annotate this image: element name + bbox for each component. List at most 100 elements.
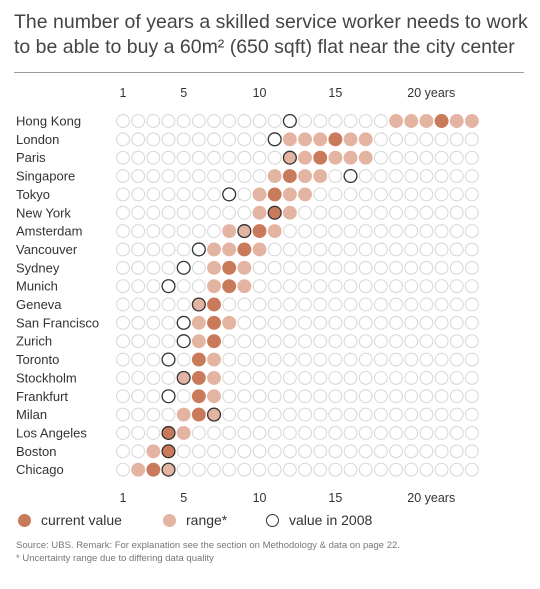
- empty-dot: [419, 352, 434, 367]
- empty-dot: [328, 370, 343, 385]
- value-2008-marker: [282, 150, 297, 165]
- empty-dot: [252, 462, 267, 477]
- empty-dot: [207, 205, 221, 220]
- empty-dot: [191, 114, 206, 128]
- empty-dot: [434, 315, 449, 330]
- empty-dot: [282, 444, 297, 459]
- empty-dot: [282, 389, 297, 404]
- empty-dot: [419, 224, 434, 239]
- empty-dot: [252, 132, 267, 147]
- source-note: Source: UBS. Remark: For explanation see…: [16, 540, 526, 565]
- empty-dot: [358, 426, 373, 440]
- empty-dot: [464, 205, 479, 220]
- empty-dot: [373, 389, 388, 404]
- empty-dot: [449, 370, 464, 385]
- empty-dot: [389, 315, 404, 330]
- current-value-dot: [222, 260, 237, 275]
- empty-dot: [146, 260, 161, 275]
- empty-dot: [343, 114, 358, 128]
- city-label: Los Angeles: [16, 425, 87, 440]
- empty-dot: [358, 370, 373, 385]
- empty-dot: [358, 297, 373, 312]
- empty-dot: [313, 224, 328, 239]
- empty-dot: [282, 279, 297, 294]
- empty-dot: [131, 352, 146, 367]
- empty-dot: [434, 352, 449, 367]
- current-value-dot: [282, 169, 297, 184]
- empty-dot: [161, 334, 176, 349]
- empty-dot: [328, 169, 343, 184]
- empty-dot: [328, 462, 343, 477]
- empty-dot: [282, 297, 297, 312]
- empty-dot: [358, 334, 373, 349]
- empty-dot: [389, 444, 404, 459]
- empty-dot: [222, 407, 237, 422]
- empty-dot: [328, 389, 343, 404]
- top-tick-label: 20 years: [407, 86, 455, 100]
- current-value-dot: [207, 297, 221, 312]
- empty-dot: [434, 389, 449, 404]
- empty-dot: [191, 132, 206, 147]
- legend-2008-dot: [266, 513, 279, 527]
- empty-dot: [389, 297, 404, 312]
- empty-dot: [313, 205, 328, 220]
- empty-dot: [389, 260, 404, 275]
- empty-dot: [298, 407, 312, 422]
- empty-dot: [373, 169, 388, 184]
- empty-dot: [358, 242, 373, 257]
- empty-dot: [358, 114, 373, 128]
- empty-dot: [116, 114, 130, 128]
- city-label: Milan: [16, 407, 47, 422]
- empty-dot: [252, 279, 267, 294]
- city-label: Geneva: [16, 297, 62, 312]
- range-dot: [176, 426, 191, 440]
- empty-dot: [404, 224, 419, 239]
- empty-dot: [449, 150, 464, 165]
- empty-dot: [449, 169, 464, 184]
- range-dot: [389, 114, 404, 128]
- current-value-dot: [222, 279, 237, 294]
- empty-dot: [313, 407, 328, 422]
- empty-dot: [449, 205, 464, 220]
- empty-dot: [282, 260, 297, 275]
- empty-dot: [267, 334, 282, 349]
- empty-dot: [373, 370, 388, 385]
- value-2008-marker: [191, 297, 206, 312]
- empty-dot: [449, 242, 464, 257]
- empty-dot: [282, 426, 297, 440]
- value-2008-marker: [161, 462, 176, 477]
- empty-dot: [298, 444, 312, 459]
- empty-dot: [116, 462, 130, 477]
- empty-dot: [207, 114, 221, 128]
- empty-dot: [298, 352, 312, 367]
- range-dot: [282, 187, 297, 202]
- empty-dot: [449, 426, 464, 440]
- empty-dot: [207, 444, 221, 459]
- empty-dot: [343, 370, 358, 385]
- value-2008-marker: [222, 187, 237, 202]
- empty-dot: [267, 242, 282, 257]
- empty-dot: [267, 389, 282, 404]
- empty-dot: [464, 132, 479, 147]
- city-label: Singapore: [16, 169, 75, 184]
- empty-dot: [237, 426, 252, 440]
- empty-dot: [389, 242, 404, 257]
- empty-dot: [176, 297, 191, 312]
- empty-dot: [464, 389, 479, 404]
- empty-dot: [237, 352, 252, 367]
- empty-dot: [358, 224, 373, 239]
- empty-dot: [191, 205, 206, 220]
- empty-dot: [222, 169, 237, 184]
- range-dot: [464, 114, 479, 128]
- range-dot: [267, 224, 282, 239]
- empty-dot: [449, 444, 464, 459]
- empty-dot: [116, 315, 130, 330]
- empty-dot: [161, 242, 176, 257]
- empty-dot: [389, 150, 404, 165]
- empty-dot: [207, 462, 221, 477]
- empty-dot: [464, 242, 479, 257]
- empty-dot: [252, 352, 267, 367]
- empty-dot: [449, 187, 464, 202]
- empty-dot: [343, 444, 358, 459]
- range-dot: [298, 169, 312, 184]
